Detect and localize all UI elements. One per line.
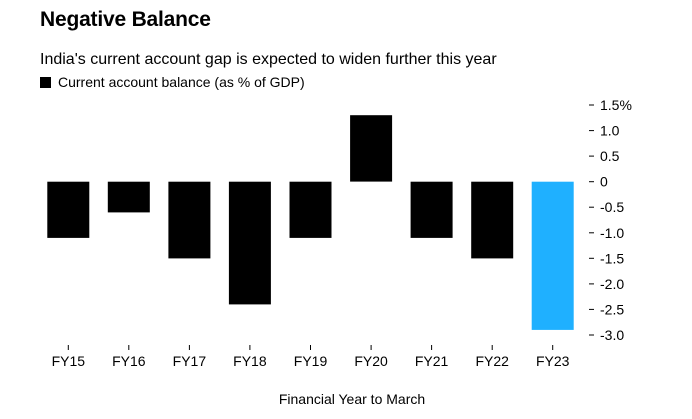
bar-fy21: [410, 181, 453, 238]
x-axis-title: Financial Year to March: [278, 391, 426, 407]
y-tick-label-6: -1.5: [600, 250, 624, 266]
x-tick-label-fy16: FY16: [112, 353, 146, 369]
x-tick-label-fy22: FY22: [475, 353, 509, 369]
bar-fy20: [350, 115, 393, 182]
chart-title: Negative Balance: [40, 8, 211, 31]
y-tick-label-4: -0.5: [600, 199, 624, 215]
legend-label: Current account balance (as % of GDP): [58, 74, 305, 90]
bar-fy23: [531, 181, 574, 330]
y-tick-label-9: -3.0: [600, 327, 624, 343]
bar-fy19: [289, 181, 332, 238]
legend-swatch: [40, 76, 51, 88]
legend: Current account balance (as % of GDP): [40, 74, 305, 90]
y-tick-label-0: 1.5%: [600, 97, 632, 113]
x-tick-label-fy18: FY18: [233, 353, 267, 369]
y-tick-label-5: -1.0: [600, 225, 624, 241]
chart-subtitle: India's current account gap is expected …: [40, 51, 497, 68]
x-tick-label-fy17: FY17: [173, 353, 207, 369]
x-tick-label-fy23: FY23: [536, 353, 570, 369]
y-tick-label-3: 0: [600, 174, 608, 190]
x-tick-label-fy19: FY19: [294, 353, 328, 369]
y-tick-label-8: -2.5: [600, 301, 624, 317]
bar-fy18: [228, 181, 271, 305]
y-tick-label-7: -2.0: [600, 276, 624, 292]
y-tick-label-1: 1.0: [600, 123, 620, 139]
x-tick-label-fy15: FY15: [52, 353, 86, 369]
x-tick-label-fy21: FY21: [415, 353, 449, 369]
bar-fy22: [471, 181, 514, 259]
bar-fy15: [47, 181, 90, 238]
bar-fy16: [107, 181, 150, 213]
y-tick-label-2: 0.5: [600, 148, 620, 164]
x-tick-label-fy20: FY20: [354, 353, 388, 369]
bar-fy17: [168, 181, 211, 259]
